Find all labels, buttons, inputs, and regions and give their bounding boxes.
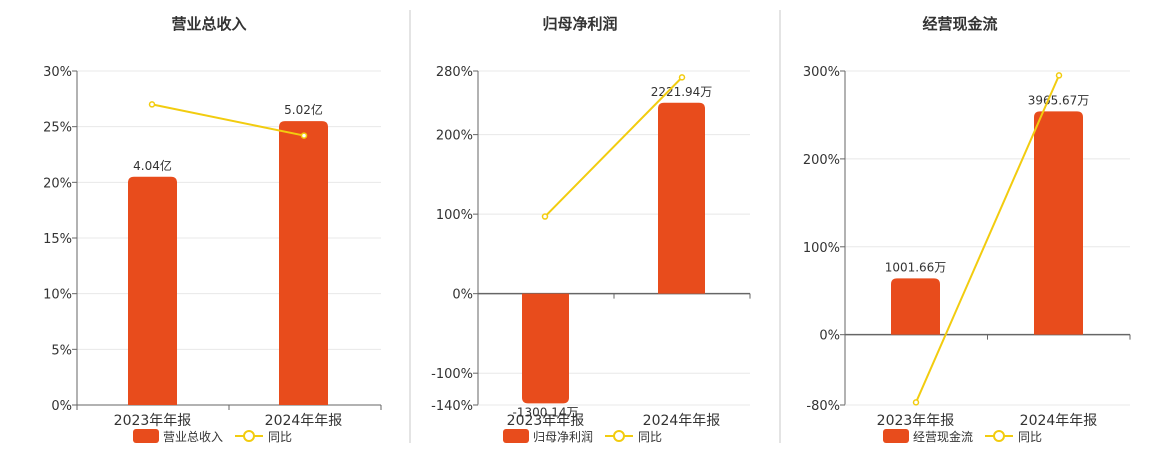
yoy-line	[151, 103, 305, 137]
legend-bar-swatch	[133, 429, 159, 443]
legend-line-label: 同比	[1018, 430, 1042, 444]
yoy-point	[678, 74, 686, 81]
legend-line-marker	[613, 430, 625, 442]
bar	[522, 293, 569, 404]
y-tick-label: 15%	[43, 232, 72, 247]
bar	[1034, 111, 1083, 335]
y-tick-label: -80%	[806, 399, 840, 414]
x-category-label: 2024年年报	[265, 413, 343, 429]
yoy-point	[541, 213, 549, 220]
y-tick-label: 30%	[43, 65, 72, 80]
legend-line-marker	[993, 430, 1005, 442]
y-tick-label: -140%	[431, 399, 473, 414]
bar-value-label: 3965.67万	[1028, 93, 1090, 107]
yoy-line	[915, 74, 1060, 403]
y-tick-label: 100%	[803, 241, 840, 256]
legend-bar-swatch	[503, 429, 529, 443]
chart-title: 经营现金流	[922, 15, 997, 33]
y-tick-label: -100%	[431, 367, 473, 382]
y-tick-label: 0%	[51, 399, 72, 414]
bar	[128, 176, 177, 405]
legend-bar-label: 经营现金流	[913, 429, 973, 444]
chart-title: 归母净利润	[542, 15, 617, 33]
yoy-point	[912, 399, 920, 406]
bar-value-label: 4.04亿	[133, 158, 172, 173]
bar-value-label: 1001.66万	[885, 260, 947, 274]
bar	[891, 278, 940, 335]
yoy-point	[148, 101, 156, 108]
y-tick-label: 200%	[436, 129, 473, 144]
chart-panel-1: 营业总收入 30% 25% 20% 15% 10% 5% 0% 4.04亿 5.02亿 2023年年…	[43, 15, 382, 444]
y-tick-label: 300%	[803, 65, 840, 80]
y-tick-label: 280%	[436, 65, 473, 80]
y-tick-label: 0%	[819, 329, 840, 344]
legend-bar-label: 营业总收入	[163, 430, 223, 444]
y-tick-label: 25%	[43, 121, 72, 136]
x-category-label: 2024年年报	[1020, 413, 1098, 429]
x-category-label: 2023年年报	[877, 413, 955, 429]
legend-line-label: 同比	[638, 430, 662, 444]
x-category-label: 2023年年报	[507, 413, 585, 429]
legend-line-marker	[243, 430, 255, 442]
x-category-label: 2023年年报	[114, 413, 192, 429]
y-tick-label: 200%	[803, 153, 840, 168]
yoy-point	[1055, 72, 1063, 79]
y-tick-label: 20%	[43, 176, 72, 191]
chart-panel-3: 经营现金流 300% 200% 100% 0% -80% 1001.66万 3965.67万 2…	[803, 15, 1131, 444]
y-tick-label: 100%	[436, 208, 473, 223]
bar-value-label: 5.02亿	[284, 102, 323, 117]
y-tick-label: 5%	[51, 343, 72, 358]
chart-title: 营业总收入	[171, 15, 246, 33]
y-tick-label: 0%	[452, 288, 473, 303]
legend-line-label: 同比	[268, 430, 292, 444]
legend-bar-label: 归母净利润	[533, 430, 593, 444]
bar-value-label: -1300.14万	[513, 405, 579, 419]
yoy-point	[300, 132, 308, 139]
bar	[279, 121, 328, 405]
yoy-line	[544, 76, 683, 218]
x-category-label: 2024年年报	[643, 413, 721, 429]
bar-value-label: 2221.94万	[651, 85, 713, 99]
legend-bar-swatch	[883, 429, 909, 443]
bar	[658, 102, 705, 294]
y-tick-label: 10%	[43, 288, 72, 303]
chart-panel-2: 归母净利润 280% 200% 100% 0% -100% -140% -1300.14万 22…	[431, 15, 751, 444]
